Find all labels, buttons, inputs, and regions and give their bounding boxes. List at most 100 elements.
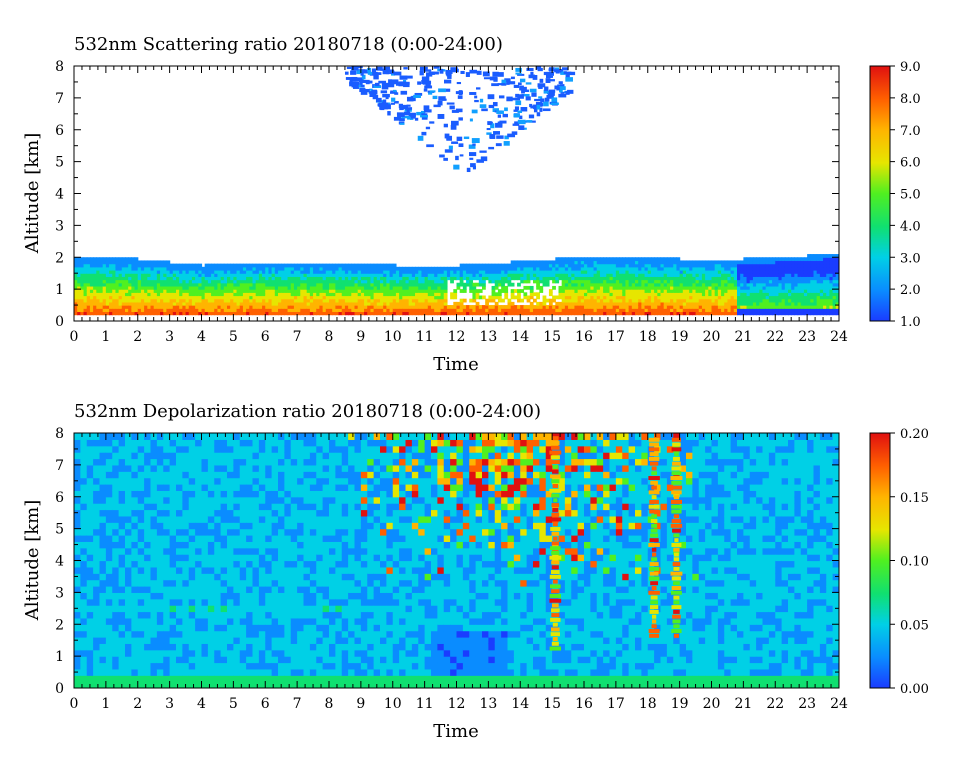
heatmap-cell <box>258 282 263 287</box>
heatmap-cell <box>118 305 123 309</box>
heatmap-cell <box>666 298 671 303</box>
heatmap-cell <box>536 305 540 309</box>
heatmap-cell <box>112 522 120 530</box>
heatmap-cell <box>829 289 834 293</box>
heatmap-cell <box>131 681 139 688</box>
heatmap-cell <box>99 528 107 536</box>
cloud-speckle <box>551 97 558 103</box>
heatmap-cell <box>335 308 340 313</box>
heatmap-cell <box>77 298 81 303</box>
heatmap-cell <box>125 289 129 293</box>
heatmap-cell <box>99 509 107 517</box>
heatmap-cell <box>195 285 199 290</box>
heatmap-cell <box>545 266 550 271</box>
heatmap-cell <box>227 311 231 316</box>
heatmap-cell <box>472 292 477 297</box>
heatmap-cell <box>663 311 668 316</box>
heatmap-cell <box>207 301 212 306</box>
heatmap-cell <box>198 311 203 316</box>
heatmap-cell <box>424 273 429 277</box>
heatmap-cell <box>810 305 815 309</box>
heatmap-cell <box>784 295 789 300</box>
heatmap-cell <box>348 308 352 313</box>
heatmap-cell <box>281 266 285 271</box>
heatmap-cell <box>619 289 623 293</box>
heatmap-cell <box>354 276 359 281</box>
heatmap-cell <box>214 266 219 271</box>
heatmap-cell <box>717 301 722 306</box>
heatmap-cell <box>284 298 289 303</box>
heatmap-cell <box>297 276 301 281</box>
heatmap-cell <box>125 464 132 472</box>
heatmap-cell <box>137 311 142 316</box>
heatmap-cell <box>807 298 811 303</box>
heatmap-cell <box>153 270 158 274</box>
heatmap-cell <box>118 477 126 485</box>
heatmap-cell <box>255 279 260 284</box>
heatmap-cell <box>255 292 260 297</box>
heatmap-cell <box>459 263 464 268</box>
heatmap-cell <box>673 273 678 277</box>
heatmap-cell <box>421 273 426 277</box>
heatmap-cell <box>478 289 483 293</box>
heatmap-cell <box>523 263 528 268</box>
heatmap-cell <box>96 260 101 265</box>
heatmap-cell <box>386 276 391 281</box>
heatmap-cell <box>603 257 607 262</box>
heatmap-cell <box>93 445 101 453</box>
heatmap-cell <box>816 308 821 313</box>
heatmap-cell <box>309 270 314 274</box>
heatmap-cell <box>717 263 722 268</box>
heatmap-cell <box>593 301 598 306</box>
heatmap-cell <box>590 263 595 268</box>
heatmap-cell <box>564 292 569 297</box>
heatmap-cell <box>105 617 113 625</box>
heatmap-cell <box>156 273 161 277</box>
heatmap-cell <box>466 311 470 316</box>
heatmap-cell <box>332 289 336 293</box>
heatmap-cell <box>293 266 298 271</box>
heatmap-cell <box>571 282 576 287</box>
cloud-speckle <box>374 82 380 87</box>
heatmap-cell <box>494 270 499 274</box>
heatmap-cell <box>255 308 260 313</box>
heatmap-cell <box>673 292 678 297</box>
heatmap-cell <box>284 289 289 293</box>
heatmap-cell <box>290 266 295 271</box>
heatmap-cell <box>99 617 107 625</box>
heatmap-cell <box>625 295 630 300</box>
heatmap-cell <box>252 311 257 316</box>
heatmap-cell <box>584 289 588 293</box>
heatmap-cell <box>679 276 684 281</box>
heatmap-cell <box>679 311 684 316</box>
cloud-speckle <box>388 79 392 85</box>
heatmap-cell <box>819 292 824 297</box>
heatmap-cell <box>112 273 117 277</box>
heatmap-cell <box>772 295 776 300</box>
heatmap-cell <box>819 308 824 313</box>
heatmap-cell <box>552 308 556 313</box>
heatmap-cell <box>472 263 477 268</box>
heatmap-cell <box>749 308 754 313</box>
heatmap-cell <box>118 484 126 491</box>
heatmap-cell <box>450 305 454 309</box>
cloud-speckle <box>522 89 529 93</box>
heatmap-cell <box>737 279 741 284</box>
heatmap-cell <box>125 301 129 306</box>
heatmap-cell <box>679 285 684 290</box>
heatmap-cell <box>740 289 744 293</box>
heatmap-cell <box>813 263 818 268</box>
heatmap-cell <box>803 273 808 277</box>
heatmap-cell <box>431 295 435 300</box>
heatmap-cell <box>112 554 120 562</box>
heatmap-cell <box>650 308 655 313</box>
heatmap-cell <box>293 311 298 316</box>
heatmap-cell <box>663 257 668 262</box>
heatmap-cell <box>590 292 595 297</box>
heatmap-cell <box>169 305 174 309</box>
cloud-speckle <box>410 96 416 102</box>
heatmap-cell <box>705 263 709 268</box>
heatmap-cell <box>121 270 126 274</box>
heatmap-cell <box>781 285 786 290</box>
heatmap-cell <box>131 515 139 523</box>
